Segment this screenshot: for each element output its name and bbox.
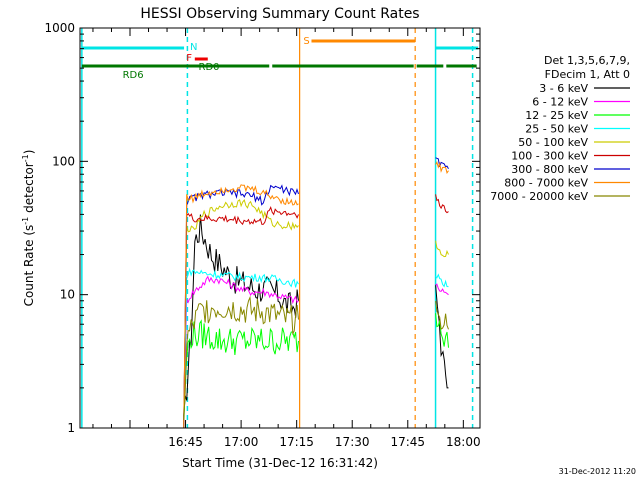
- series-line-0-b: [435, 284, 449, 389]
- series-line-5-b: [435, 194, 449, 214]
- series-line-7-a: [183, 184, 299, 428]
- legend-label-5: 100 - 300 keV: [511, 150, 588, 163]
- x-tick-label-5: 18:00: [446, 435, 481, 449]
- legend-label-2: 12 - 25 keV: [525, 109, 588, 122]
- y-label-sup1: -1: [21, 217, 30, 225]
- x-tick-label-4: 17:45: [390, 435, 425, 449]
- legend-label-6: 300 - 800 keV: [511, 163, 588, 176]
- series-line-1-b: [435, 283, 449, 296]
- y-tick-label-2: 100: [52, 154, 75, 168]
- x-tick-label-0: 16:45: [168, 435, 203, 449]
- legend-label-8: 7000 - 20000 keV: [490, 190, 588, 203]
- legend-header-line1: Det 1,3,5,6,7,9,: [544, 54, 630, 67]
- s-label: S: [303, 36, 309, 47]
- x-axis-label: Start Time (31-Dec-12 16:31:42): [182, 456, 378, 470]
- series-line-8-b: [435, 301, 449, 330]
- rd6-label: RD6: [123, 70, 144, 81]
- legend-label-3: 25 - 50 keV: [525, 123, 588, 136]
- axis-ticks: 16:45 17:00 17:15 17:30 17:45 18:00 1 10 100 1000: [44, 21, 480, 449]
- series-line-2-b: [435, 313, 449, 348]
- rd0-label: RD0: [199, 62, 220, 73]
- y-label-sup2: -1: [21, 154, 30, 162]
- legend-header-line2: FDecim 1, Att 0: [545, 68, 630, 81]
- series-line-2-a: [183, 319, 299, 429]
- series-line-0-a: [183, 214, 299, 417]
- series-line-4-b: [435, 240, 449, 258]
- legend-label-7: 800 - 7000 keV: [504, 177, 588, 190]
- legend-label-1: 6 - 12 keV: [532, 96, 588, 109]
- legend-label-4: 50 - 100 keV: [518, 136, 588, 149]
- series-line-7-b: [435, 161, 449, 174]
- plot-frame: [79, 27, 481, 429]
- y-axis-label: Count Rate (s-1 detector-1): [21, 150, 36, 307]
- n-label: N: [190, 42, 197, 53]
- f-label: F: [186, 53, 192, 64]
- y-tick-label-0: 1: [67, 421, 75, 435]
- legend: Det 1,3,5,6,7,9, FDecim 1, Att 0 3 - 6 k…: [490, 54, 630, 203]
- series-line-4-a: [183, 199, 299, 426]
- y-label-part2: detector: [22, 162, 36, 217]
- y-label-part3: ): [22, 150, 36, 155]
- y-label-part1: Count Rate (s: [22, 225, 36, 307]
- x-tick-label-2: 17:15: [279, 435, 314, 449]
- y-tick-label-3: 1000: [44, 21, 75, 35]
- x-tick-label-3: 17:30: [335, 435, 370, 449]
- timestamp: 31-Dec-2012 11:20: [559, 467, 636, 476]
- x-tick-label-1: 17:00: [224, 435, 259, 449]
- chart-title: HESSI Observing Summary Count Rates: [140, 6, 419, 22]
- series-line-5-a: [183, 206, 299, 429]
- series-line-3-a: [183, 267, 299, 428]
- series-line-1-a: [183, 275, 299, 429]
- observing-annotations: NF RD0 S RD6: [81, 28, 479, 428]
- series-line-8-a: [183, 295, 299, 420]
- legend-label-0: 3 - 6 keV: [539, 82, 588, 95]
- series-line-3-b: [435, 273, 449, 288]
- series-layer: [183, 157, 449, 429]
- series-line-6-b: [435, 157, 449, 169]
- y-tick-label-1: 10: [60, 288, 75, 302]
